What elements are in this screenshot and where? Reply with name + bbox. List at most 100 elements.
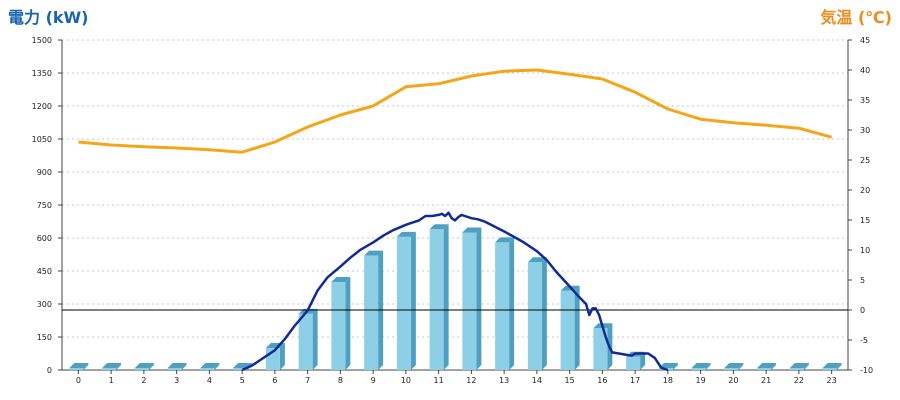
bar-side: [541, 257, 547, 370]
bar: [691, 368, 706, 370]
bar: [364, 255, 379, 370]
bar-side: [410, 231, 416, 370]
x-tick-label: 16: [597, 376, 607, 385]
bar-side: [148, 363, 154, 370]
x-tick-label: 5: [240, 376, 245, 385]
x-tick-label: 4: [207, 376, 212, 385]
right-tick-label: 20: [860, 186, 870, 195]
right-tick-label: 15: [860, 216, 870, 225]
bar-side: [83, 363, 89, 370]
right-tick-label: 5: [860, 276, 865, 285]
left-tick-label: 600: [37, 234, 52, 243]
left-tick-label: 1200: [32, 102, 52, 111]
x-tick-label: 2: [141, 376, 146, 385]
bar: [200, 368, 215, 370]
x-tick-label: 19: [696, 376, 706, 385]
bar: [462, 232, 477, 370]
right-tick-label: 35: [860, 96, 870, 105]
x-tick-label: 13: [499, 376, 509, 385]
bar-top: [396, 231, 416, 237]
bar-side: [771, 363, 777, 370]
bar-side: [803, 363, 809, 370]
bar-top: [331, 277, 351, 282]
bar-top: [200, 363, 220, 368]
right-tick-label: -10: [860, 366, 873, 375]
x-tick-label: 21: [761, 376, 771, 385]
x-tick-label: 10: [401, 376, 411, 385]
bar-top: [102, 363, 122, 368]
bar-side: [836, 363, 842, 370]
right-tick-label: -5: [860, 336, 868, 345]
x-tick-label: 6: [272, 376, 277, 385]
bar: [560, 290, 575, 370]
bar-top: [527, 257, 547, 263]
bar-side: [509, 237, 515, 370]
bar-side: [181, 363, 187, 370]
bar: [233, 368, 248, 370]
right-axis-title: 気温 (℃): [820, 8, 892, 27]
x-tick-label: 20: [728, 376, 738, 385]
bar-top: [429, 224, 449, 230]
x-tick-label: 12: [466, 376, 476, 385]
bar-top: [691, 363, 711, 368]
right-tick-label: 10: [860, 246, 870, 255]
bar: [167, 368, 182, 370]
bar-side: [443, 224, 449, 370]
x-tick-label: 0: [76, 376, 81, 385]
bar-side: [116, 363, 122, 370]
x-tick-label: 15: [565, 376, 575, 385]
x-tick-label: 17: [630, 376, 640, 385]
right-tick-label: 0: [860, 306, 865, 315]
x-tick-label: 9: [371, 376, 376, 385]
bar: [102, 368, 117, 370]
left-tick-label: 900: [37, 168, 52, 177]
bar: [757, 368, 772, 370]
bar-top: [658, 363, 678, 368]
x-tick-label: 7: [305, 376, 310, 385]
bar: [822, 368, 837, 370]
bar-side: [279, 343, 285, 370]
bar-side: [574, 285, 580, 370]
bar: [593, 328, 608, 370]
left-axis-title: 電力 (kW): [8, 8, 89, 27]
right-tick-label: 25: [860, 156, 870, 165]
left-tick-label: 300: [37, 300, 52, 309]
left-tick-label: 1350: [32, 69, 52, 78]
left-tick-label: 0: [47, 366, 52, 375]
x-tick-label: 1: [109, 376, 114, 385]
bar-top: [167, 363, 187, 368]
x-tick-label: 11: [434, 376, 444, 385]
right-tick-label: 40: [860, 66, 870, 75]
bar-side: [214, 363, 220, 370]
bar-side: [640, 351, 646, 370]
bar-top: [69, 363, 89, 368]
left-tick-label: 450: [37, 267, 52, 276]
bar-top: [822, 363, 842, 368]
bar: [298, 313, 313, 370]
bar-top: [724, 363, 744, 368]
x-tick-label: 3: [174, 376, 179, 385]
bar-side: [476, 227, 482, 370]
bar-top: [757, 363, 777, 368]
x-tick-label: 8: [338, 376, 343, 385]
bar-side: [672, 363, 678, 370]
bar-side: [312, 308, 318, 370]
left-tick-label: 1500: [32, 36, 52, 45]
x-tick-label: 18: [663, 376, 673, 385]
bar-top: [789, 363, 809, 368]
left-tick-label: 1050: [32, 135, 52, 144]
left-tick-label: 150: [37, 333, 52, 342]
x-tick-label: 22: [794, 376, 804, 385]
bar: [331, 282, 346, 370]
bar-top: [364, 250, 384, 256]
bar: [527, 262, 542, 370]
bar-side: [705, 363, 711, 370]
right-tick-label: 45: [860, 36, 870, 45]
bar: [724, 368, 739, 370]
bar: [134, 368, 149, 370]
temperature-line: [78, 68, 832, 154]
bar: [69, 368, 84, 370]
bar-top: [495, 237, 515, 243]
bar-top: [462, 227, 482, 233]
